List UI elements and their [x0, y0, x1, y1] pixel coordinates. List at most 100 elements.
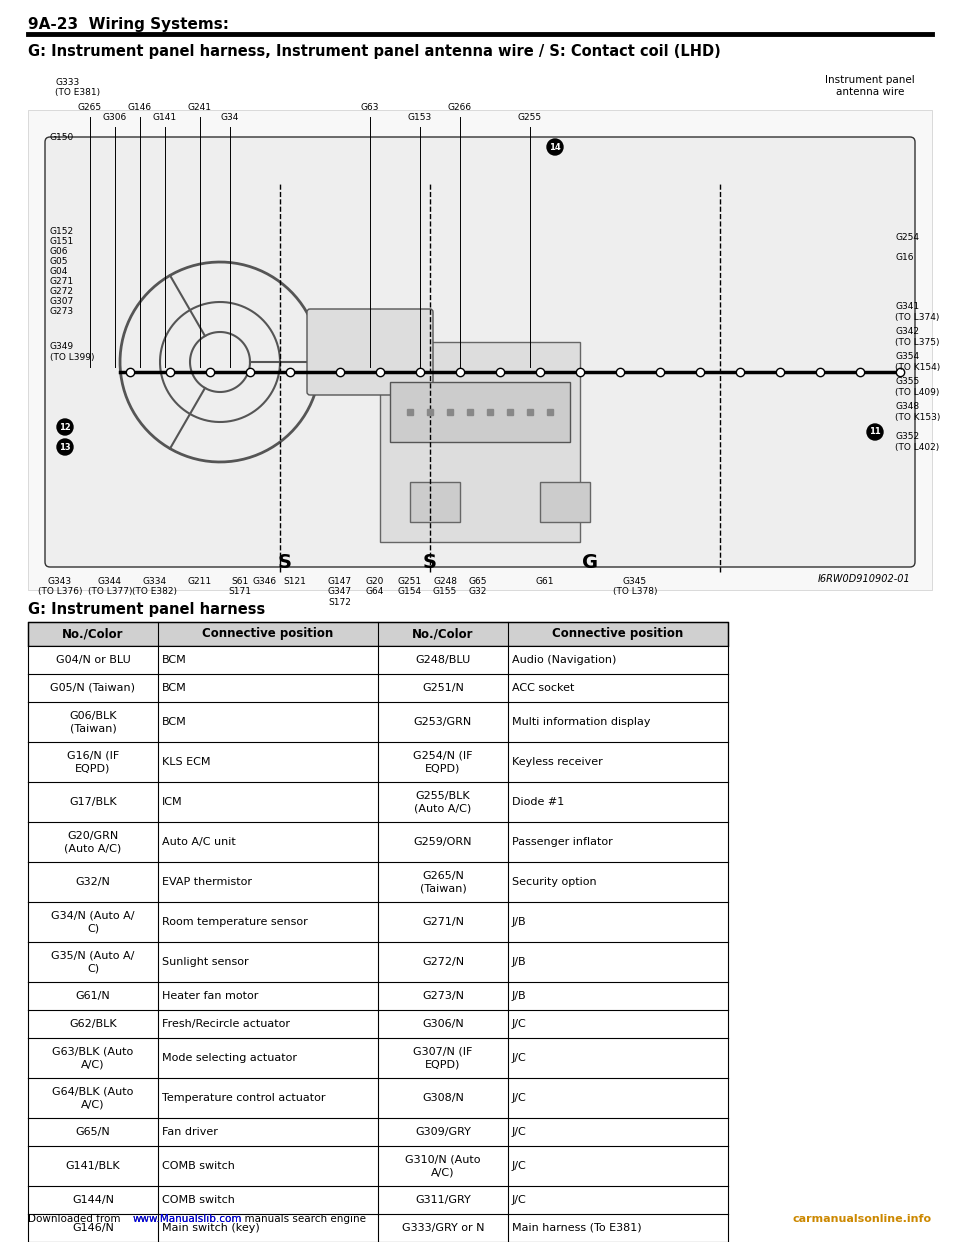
- FancyBboxPatch shape: [45, 137, 915, 568]
- Text: Main switch (key): Main switch (key): [162, 1223, 260, 1233]
- Text: G04/N or BLU: G04/N or BLU: [56, 655, 131, 664]
- Bar: [28, 1186, 728, 1213]
- Text: COMB switch: COMB switch: [162, 1195, 235, 1205]
- Bar: [540, 482, 590, 522]
- Bar: [28, 741, 728, 782]
- Text: BCM: BCM: [162, 655, 187, 664]
- Bar: [28, 674, 728, 702]
- Text: J/C: J/C: [512, 1161, 527, 1171]
- Text: G61: G61: [536, 578, 554, 586]
- Text: G147
G347
S172: G147 G347 S172: [328, 578, 352, 607]
- Text: G251
G154: G251 G154: [398, 578, 422, 596]
- Text: G307: G307: [50, 298, 74, 307]
- Text: G141: G141: [153, 113, 177, 122]
- Text: G151: G151: [50, 237, 74, 246]
- Bar: [28, 1078, 728, 1118]
- Text: G17/BLK: G17/BLK: [69, 797, 117, 807]
- Text: J/C: J/C: [512, 1093, 527, 1103]
- Bar: [28, 1010, 728, 1038]
- Text: G271/N: G271/N: [422, 917, 464, 927]
- Text: J/C: J/C: [512, 1018, 527, 1030]
- Text: 11: 11: [869, 427, 881, 436]
- Text: J/B: J/B: [512, 958, 527, 968]
- Text: G344
(TO L377): G344 (TO L377): [87, 578, 132, 596]
- Text: S121: S121: [283, 578, 306, 586]
- Text: G254/N (IF
EQPD): G254/N (IF EQPD): [413, 751, 472, 774]
- Bar: [28, 1038, 728, 1078]
- Circle shape: [867, 424, 883, 440]
- Text: G06/BLK
(Taiwan): G06/BLK (Taiwan): [69, 710, 117, 733]
- Circle shape: [57, 419, 73, 435]
- Text: Heater fan motor: Heater fan motor: [162, 991, 258, 1001]
- Text: G255: G255: [518, 113, 542, 122]
- Text: Multi information display: Multi information display: [512, 717, 651, 727]
- Text: G144/N: G144/N: [72, 1195, 114, 1205]
- Text: carmanualsonline.info: carmanualsonline.info: [793, 1213, 932, 1225]
- Text: G152: G152: [50, 227, 74, 236]
- Text: G: G: [582, 553, 598, 571]
- Text: G352
(TO L402): G352 (TO L402): [895, 432, 939, 452]
- Text: Sunlight sensor: Sunlight sensor: [162, 958, 249, 968]
- Text: G310/N (Auto
A/C): G310/N (Auto A/C): [405, 1155, 481, 1177]
- Text: G04: G04: [50, 267, 68, 277]
- Text: G16: G16: [895, 252, 914, 262]
- Text: COMB switch: COMB switch: [162, 1161, 235, 1171]
- Text: G334
(TO E382): G334 (TO E382): [132, 578, 178, 596]
- Text: G16/N (IF
EQPD): G16/N (IF EQPD): [67, 751, 119, 774]
- Text: manuals search engine: manuals search engine: [238, 1213, 366, 1225]
- Text: Diode #1: Diode #1: [512, 797, 564, 807]
- Text: G211: G211: [188, 578, 212, 586]
- Text: Audio (Navigation): Audio (Navigation): [512, 655, 616, 664]
- Text: G34/N (Auto A/
C): G34/N (Auto A/ C): [51, 910, 134, 933]
- Text: www.Manualslib.com: www.Manualslib.com: [133, 1213, 243, 1225]
- Text: G32/N: G32/N: [76, 877, 110, 887]
- Text: Fan driver: Fan driver: [162, 1126, 218, 1136]
- Text: J/C: J/C: [512, 1195, 527, 1205]
- Text: Keyless receiver: Keyless receiver: [512, 758, 603, 768]
- Text: G254: G254: [895, 232, 919, 241]
- Bar: [28, 702, 728, 741]
- Bar: [28, 862, 728, 902]
- Text: Passenger inflator: Passenger inflator: [512, 837, 612, 847]
- Text: G248
G155: G248 G155: [433, 578, 457, 596]
- Text: G265/N
(Taiwan): G265/N (Taiwan): [420, 871, 467, 893]
- Text: G309/GRY: G309/GRY: [415, 1126, 471, 1136]
- Bar: [390, 383, 570, 442]
- Text: KLS ECM: KLS ECM: [162, 758, 210, 768]
- Text: G35/N (Auto A/
C): G35/N (Auto A/ C): [51, 951, 134, 974]
- Bar: [28, 1146, 728, 1186]
- Text: G346: G346: [252, 578, 277, 586]
- Text: S: S: [423, 553, 437, 571]
- Text: G06: G06: [50, 247, 68, 257]
- Text: G: Instrument panel harness, Instrument panel antenna wire / S: Contact coil (LH: G: Instrument panel harness, Instrument …: [28, 43, 721, 60]
- Text: J/B: J/B: [512, 991, 527, 1001]
- Bar: [380, 342, 580, 542]
- Text: G20/GRN
(Auto A/C): G20/GRN (Auto A/C): [64, 831, 122, 853]
- Circle shape: [57, 438, 73, 455]
- Text: G153: G153: [408, 113, 432, 122]
- Text: G308/N: G308/N: [422, 1093, 464, 1103]
- Text: BCM: BCM: [162, 717, 187, 727]
- Text: 9A-23  Wiring Systems:: 9A-23 Wiring Systems:: [28, 17, 229, 32]
- Text: G20
G64: G20 G64: [366, 578, 384, 596]
- Bar: [410, 482, 460, 522]
- Text: Security option: Security option: [512, 877, 596, 887]
- Text: EVAP thermistor: EVAP thermistor: [162, 877, 252, 887]
- Text: G146: G146: [128, 103, 152, 112]
- Text: 12: 12: [60, 422, 71, 431]
- Text: G146/N: G146/N: [72, 1223, 114, 1233]
- Text: 14: 14: [549, 143, 561, 152]
- Text: I6RW0D910902-01: I6RW0D910902-01: [817, 574, 910, 584]
- Text: G63: G63: [361, 103, 379, 112]
- Bar: [28, 782, 728, 822]
- FancyBboxPatch shape: [307, 309, 433, 395]
- Text: G61/N: G61/N: [76, 991, 110, 1001]
- Text: G259/ORN: G259/ORN: [414, 837, 472, 847]
- Text: G62/BLK: G62/BLK: [69, 1018, 117, 1030]
- Text: ACC socket: ACC socket: [512, 683, 574, 693]
- Text: G: Instrument panel harness: G: Instrument panel harness: [28, 602, 265, 617]
- Text: G271: G271: [50, 277, 74, 287]
- Text: G342
(TO L375): G342 (TO L375): [895, 328, 940, 347]
- Text: G273/N: G273/N: [422, 991, 464, 1001]
- Text: J/B: J/B: [512, 917, 527, 927]
